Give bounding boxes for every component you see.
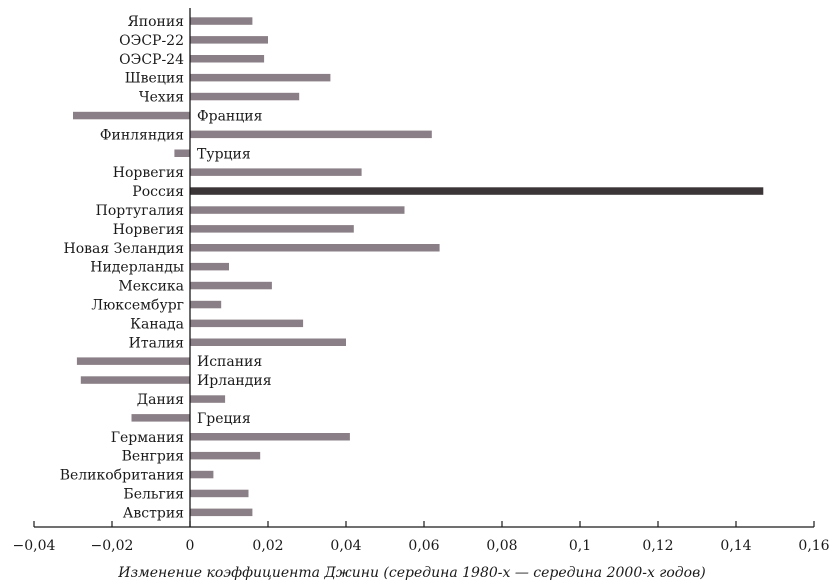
x-tick-label: −0,04: [13, 538, 56, 554]
category-label: ОЭСР-22: [119, 33, 184, 49]
category-label: Испания: [197, 354, 262, 370]
category-label: ОЭСР-24: [119, 52, 184, 68]
category-label: Бельгия: [123, 487, 184, 503]
bar-6: [73, 111, 190, 120]
bars-group: [73, 17, 764, 517]
bar-23: [190, 433, 350, 441]
category-label: Турция: [197, 146, 251, 162]
bar-5: [190, 92, 300, 101]
category-label: Великобритания: [60, 468, 184, 484]
category-label: Франция: [197, 109, 263, 125]
bar-21: [190, 395, 226, 403]
category-label: Чехия: [139, 90, 184, 106]
x-tick-label: 0,08: [486, 538, 517, 554]
bar-3: [190, 55, 265, 63]
bar-22: [131, 414, 190, 422]
category-label: Германия: [111, 430, 184, 446]
x-tick-label: 0,04: [330, 538, 361, 554]
bar-9: [190, 168, 362, 176]
category-label: Италия: [129, 335, 185, 351]
bar-12: [190, 225, 354, 233]
category-label: Дания: [137, 392, 184, 408]
category-label: Канада: [130, 316, 184, 332]
bar-24: [190, 451, 261, 460]
bar-4: [190, 73, 331, 82]
x-tick-label: −0,02: [91, 538, 134, 554]
bar-27: [190, 508, 253, 517]
bar-11: [190, 206, 405, 214]
category-label: Япония: [127, 14, 184, 30]
category-label: Норвегия: [113, 165, 184, 181]
bar-8: [174, 149, 190, 157]
x-tick-label: 0,12: [642, 538, 673, 554]
category-label: Люксембург: [91, 298, 184, 314]
category-label: Австрия: [123, 505, 184, 521]
category-label: Португалия: [96, 203, 184, 219]
category-label: Греция: [197, 411, 251, 427]
x-tick-label: 0,06: [408, 538, 439, 554]
bar-17: [190, 319, 304, 328]
category-label: Ирландия: [197, 373, 272, 389]
bar-13: [190, 244, 440, 252]
category-label: Финляндия: [100, 127, 184, 143]
category-label: Швеция: [125, 71, 184, 87]
bar-26: [190, 489, 249, 498]
category-labels-group: Япония ОЭСР-22 ОЭСР-24 Швеция Чехия Франция Фи…: [60, 14, 272, 521]
bar-10: [190, 187, 764, 195]
category-label: Россия: [132, 184, 184, 200]
bar-25: [190, 470, 214, 479]
bar-14: [190, 262, 229, 271]
category-label: Венгрия: [122, 449, 185, 465]
bar-18: [190, 338, 346, 346]
bar-19: [76, 357, 190, 365]
x-tick-label: 0,16: [798, 538, 829, 554]
bar-1: [190, 17, 253, 25]
bar-16: [190, 300, 222, 309]
x-ticks-group: −0,04 −0,02 0 0,02 0,04 0,06 0,08 0,1 0,12 0,14 0,…: [13, 521, 830, 554]
x-tick-label: 0: [186, 538, 195, 554]
category-label: Мексика: [118, 279, 184, 295]
category-label: Норвегия: [113, 222, 184, 238]
x-tick-label: 0,14: [720, 538, 751, 554]
x-tick-label: 0,1: [569, 538, 591, 554]
bar-2: [190, 36, 268, 44]
x-axis-title: Изменение коэффициента Джини (середина 1…: [117, 565, 705, 581]
bar-15: [190, 281, 272, 290]
x-tick-label: 0,02: [252, 538, 283, 554]
category-label: Новая Зеландия: [63, 241, 184, 257]
bar-7: [190, 130, 432, 139]
category-label: Нидерланды: [90, 260, 184, 276]
bar-20: [80, 376, 190, 384]
